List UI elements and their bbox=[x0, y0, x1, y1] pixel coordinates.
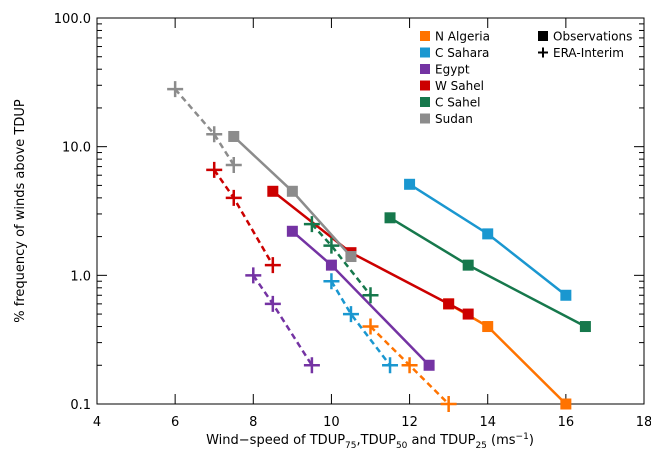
y-axis-label: % frequency of winds above TDUP bbox=[13, 99, 28, 323]
legend-swatch bbox=[420, 113, 430, 124]
observation-marker bbox=[228, 130, 240, 142]
legend-marker bbox=[538, 31, 548, 41]
y-tick-label: 0.1 bbox=[70, 398, 91, 413]
observation-line bbox=[291, 230, 431, 367]
x-label-sub: 75 bbox=[345, 441, 356, 451]
observation-marker bbox=[462, 308, 474, 320]
era-marker bbox=[225, 157, 242, 174]
era-marker bbox=[167, 81, 184, 98]
observation-marker bbox=[482, 321, 494, 333]
legend-marker bbox=[538, 47, 548, 58]
era-marker bbox=[206, 126, 223, 143]
x-label-sub: 25 bbox=[475, 441, 486, 451]
observation-marker bbox=[267, 185, 279, 197]
era-marker bbox=[342, 306, 359, 323]
plot-frame bbox=[96, 17, 645, 405]
legend-label: ERA-Interim bbox=[553, 46, 624, 60]
era-marker bbox=[225, 189, 242, 206]
x-tick-label: 10 bbox=[323, 415, 340, 430]
era-marker bbox=[206, 161, 223, 178]
legend-label: Egypt bbox=[435, 63, 470, 77]
observation-marker bbox=[482, 228, 494, 240]
legend-swatch bbox=[420, 97, 430, 107]
era-marker bbox=[245, 267, 262, 284]
x-label-part: Wind−speed of TDUP bbox=[206, 433, 345, 448]
observation-marker bbox=[443, 298, 455, 310]
legend-swatch bbox=[420, 64, 430, 74]
era-marker bbox=[303, 357, 320, 374]
x-tick-label: 18 bbox=[636, 415, 651, 430]
x-label-sup: −1 bbox=[516, 432, 529, 442]
era-line bbox=[174, 88, 235, 166]
era-marker bbox=[303, 216, 320, 233]
x-tick-label: 14 bbox=[479, 415, 496, 430]
era-marker bbox=[323, 237, 340, 254]
legend-swatch bbox=[420, 31, 430, 41]
observation-line bbox=[408, 183, 567, 297]
observation-marker bbox=[462, 259, 474, 271]
era-marker bbox=[264, 295, 281, 312]
observation-marker bbox=[560, 398, 572, 410]
x-label-part: (ms bbox=[487, 433, 516, 448]
era-line bbox=[310, 223, 372, 297]
legend-swatch bbox=[420, 47, 430, 58]
observation-marker bbox=[560, 289, 572, 301]
x-axis-label: Wind−speed of TDUP75,TDUP50 and TDUP25 (… bbox=[206, 432, 534, 451]
y-tick-label: 1.0 bbox=[70, 269, 91, 284]
era-marker bbox=[382, 357, 399, 374]
era-marker bbox=[264, 257, 281, 274]
x-label-part: ,TDUP bbox=[357, 433, 397, 448]
observation-marker bbox=[286, 185, 298, 197]
x-tick-label: 12 bbox=[401, 415, 418, 430]
observation-marker bbox=[579, 321, 591, 333]
era-marker bbox=[401, 357, 418, 374]
legend-label: Observations bbox=[553, 30, 632, 44]
observation-marker bbox=[345, 251, 357, 263]
legend-label: N Algeria bbox=[435, 30, 490, 44]
x-label-part: ) bbox=[529, 433, 534, 448]
legend-label: W Sahel bbox=[435, 79, 484, 93]
era-marker bbox=[362, 318, 379, 335]
y-tick-label: 10.0 bbox=[62, 141, 91, 156]
observation-marker bbox=[286, 225, 298, 237]
observation-marker bbox=[423, 359, 435, 371]
legend-swatch bbox=[420, 80, 430, 91]
y-tick-label: 100.0 bbox=[54, 12, 91, 27]
era-marker bbox=[440, 396, 457, 412]
observation-marker bbox=[404, 178, 416, 190]
x-tick-label: 6 bbox=[171, 415, 179, 430]
legend-label: C Sahara bbox=[435, 46, 489, 60]
x-tick-label: 16 bbox=[558, 415, 575, 430]
era-marker bbox=[323, 273, 340, 290]
x-tick-label: 4 bbox=[93, 415, 101, 430]
legend-label: C Sahel bbox=[435, 96, 481, 110]
observation-marker bbox=[384, 212, 396, 224]
era-line bbox=[252, 274, 313, 366]
era-marker bbox=[362, 287, 379, 304]
legend-label: Sudan bbox=[435, 112, 473, 126]
observation-marker bbox=[325, 259, 337, 271]
x-label-sub: 50 bbox=[396, 441, 408, 451]
era-line bbox=[330, 280, 392, 367]
x-tick-label: 8 bbox=[249, 415, 257, 430]
x-label-part: and TDUP bbox=[407, 433, 475, 448]
era-line bbox=[213, 169, 274, 266]
